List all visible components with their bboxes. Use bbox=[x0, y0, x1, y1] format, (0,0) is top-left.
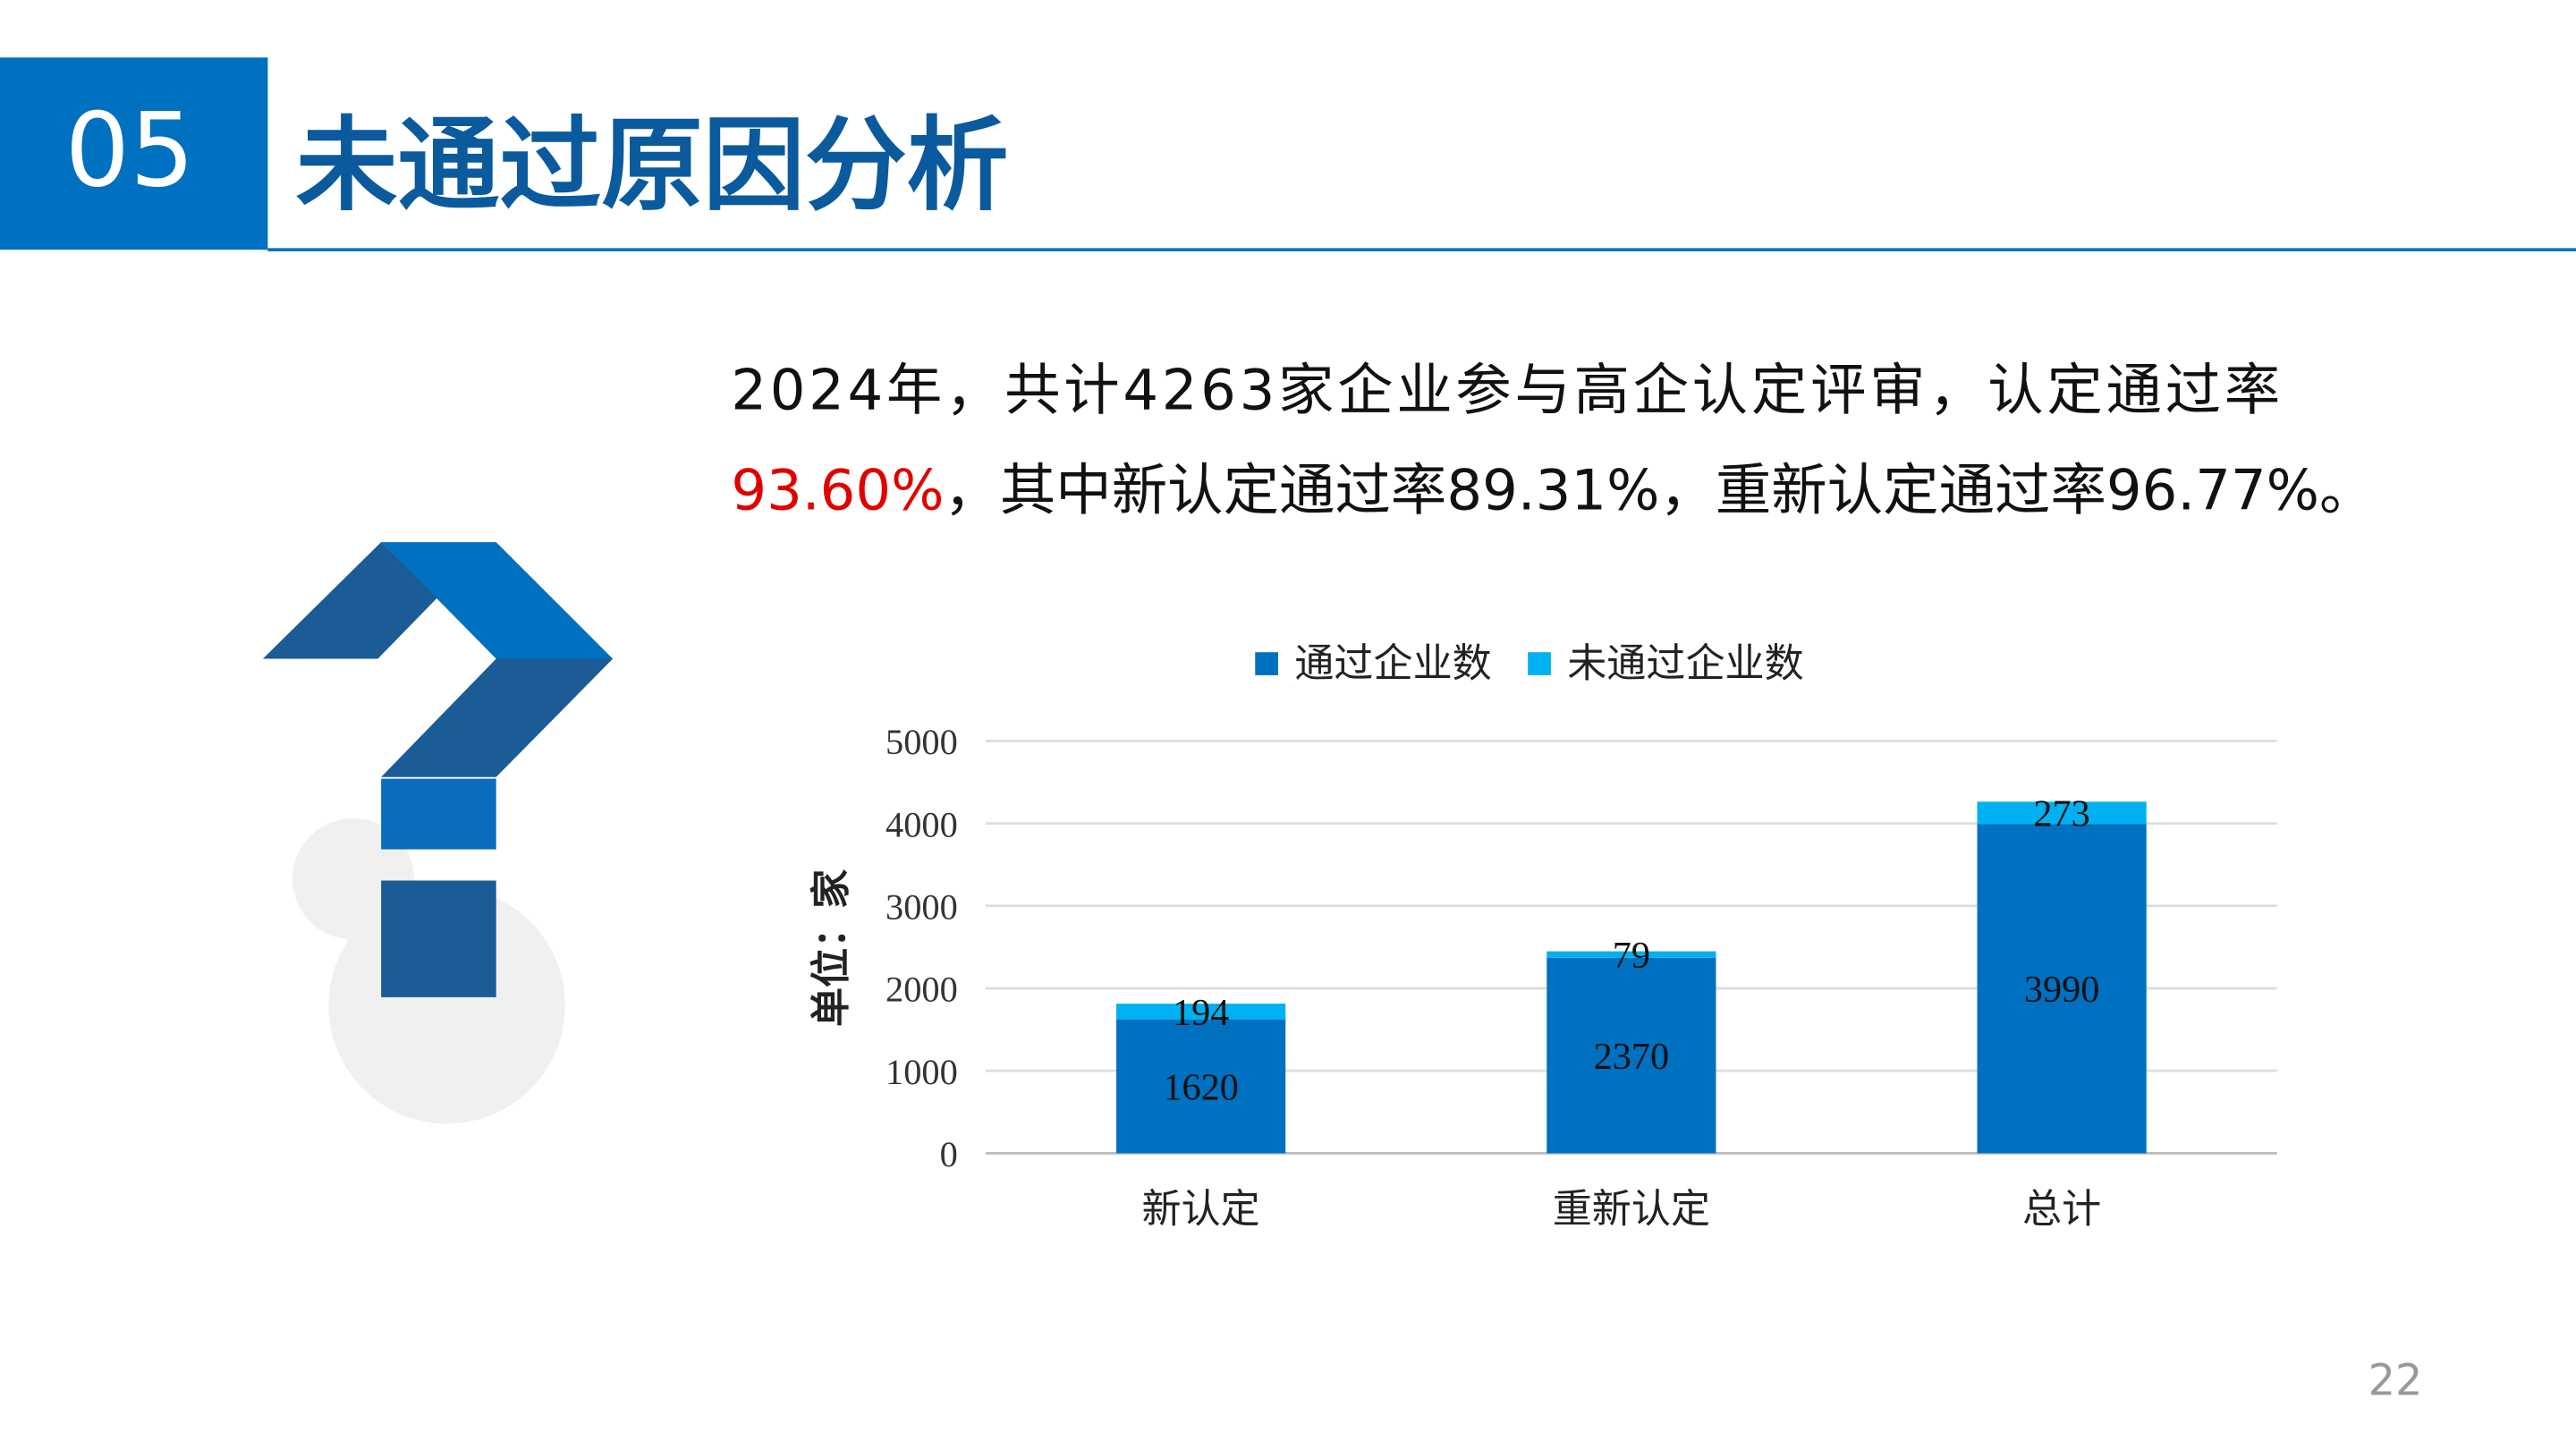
header-number: 05 bbox=[65, 91, 195, 210]
bar-segment bbox=[1546, 951, 1716, 958]
question-mark-icon bbox=[262, 542, 614, 1124]
y-tick-label: 5000 bbox=[886, 722, 958, 762]
bar-segment bbox=[1977, 824, 2147, 1154]
deco-shape bbox=[381, 542, 614, 659]
y-tick-label: 1000 bbox=[886, 1052, 958, 1092]
summary-text: ，其中新认定通过率89.31%，重新认定通过率96.77%。 bbox=[944, 457, 2375, 522]
deco-shape bbox=[262, 542, 437, 659]
data-label: 3990 bbox=[2024, 969, 2099, 1011]
x-tick-label: 新认定 bbox=[1142, 1187, 1260, 1233]
bar-segment bbox=[1116, 1020, 1286, 1154]
y-tick-label: 3000 bbox=[886, 886, 958, 927]
data-label: 79 bbox=[1613, 935, 1650, 977]
page-number: 22 bbox=[2368, 1356, 2423, 1405]
legend-label: 未通过企业数 bbox=[1567, 641, 1803, 687]
header-title: 未通过原因分析 bbox=[296, 106, 1009, 225]
data-label: 1620 bbox=[1163, 1066, 1238, 1108]
bar-segment bbox=[1116, 1004, 1286, 1021]
bar-segment bbox=[1546, 957, 1716, 1154]
legend-swatch bbox=[1255, 652, 1278, 675]
deco-shape bbox=[381, 880, 496, 997]
summary-highlight: 93.60% bbox=[731, 457, 944, 522]
x-tick-label: 重新认定 bbox=[1553, 1187, 1710, 1233]
legend-label: 通过企业数 bbox=[1294, 641, 1491, 687]
data-label: 2370 bbox=[1594, 1036, 1669, 1078]
bar-segment bbox=[1977, 801, 2147, 825]
y-tick-label: 2000 bbox=[886, 970, 958, 1010]
y-tick-label: 0 bbox=[940, 1134, 958, 1174]
header-badge bbox=[0, 57, 268, 250]
summary-line: 93.60%，其中新认定通过率89.31%，重新认定通过率96.77%。 bbox=[731, 457, 2375, 522]
y-axis-label: 单位：家 bbox=[809, 869, 854, 1027]
summary-line: 2024年，共计4263家企业参与高企认定评审，认定通过率 bbox=[731, 357, 2284, 422]
deco-shape bbox=[381, 658, 614, 777]
y-tick-label: 4000 bbox=[886, 804, 958, 844]
x-tick-label: 总计 bbox=[2022, 1187, 2101, 1233]
deco-shape bbox=[381, 778, 496, 850]
data-label: 194 bbox=[1173, 992, 1229, 1034]
data-label: 273 bbox=[2033, 793, 2089, 835]
legend-swatch bbox=[1528, 652, 1551, 675]
